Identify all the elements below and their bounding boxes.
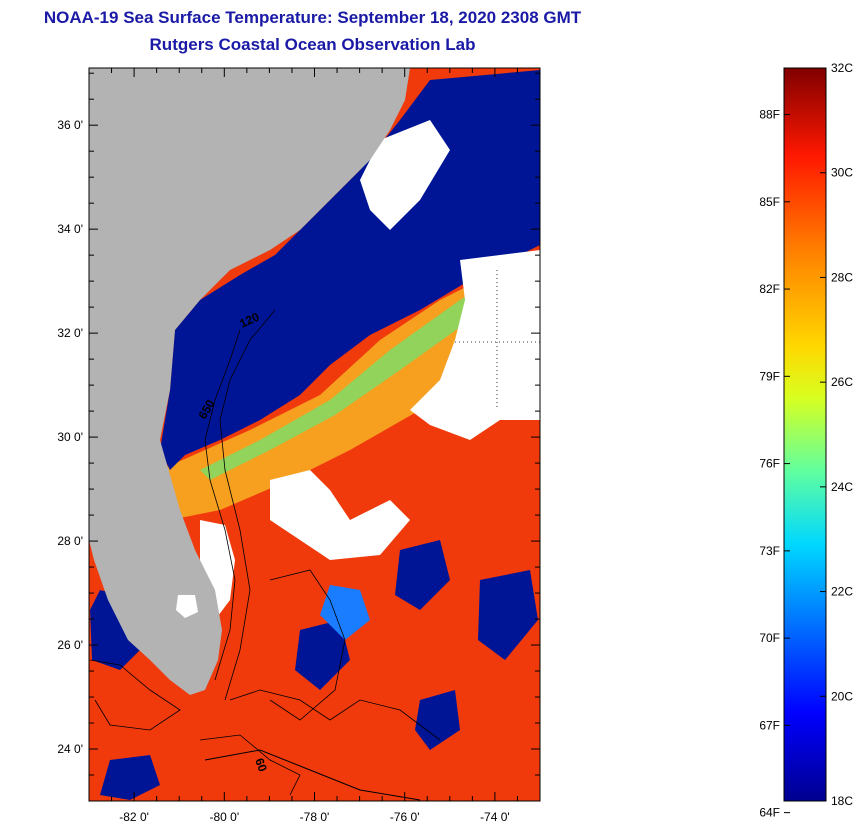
axis-ticks	[88, 68, 541, 802]
colorbar-c-label: 20C	[831, 689, 853, 703]
colorbar-f-label: 64F	[759, 806, 780, 820]
colorbar-f-label: 67F	[759, 718, 780, 732]
map-panel: 120 650 60	[89, 68, 540, 801]
colorbar	[783, 67, 827, 802]
lon-label: -82 0'	[119, 810, 149, 824]
colorbar-fahrenheit-labels: 88F 85F 82F 79F 76F 73F 70F 67F 64F	[759, 108, 780, 820]
colorbar-ticks	[784, 67, 826, 814]
colorbar-f-label: 82F	[759, 282, 780, 296]
lat-label: 30 0'	[57, 430, 83, 444]
colorbar-c-label: 30C	[831, 166, 853, 180]
contour-line	[204, 329, 241, 681]
cold-shelf-water	[160, 70, 540, 470]
contour-label: 60	[252, 756, 270, 774]
longitude-labels: -82 0' -80 0' -78 0' -76 0' -74 0'	[119, 810, 509, 824]
colorbar-f-label: 85F	[759, 195, 780, 209]
lon-label: -76 0'	[390, 810, 420, 824]
colorbar-f-label: 76F	[759, 457, 780, 471]
cold-patch	[100, 755, 160, 800]
cloud-patch	[270, 470, 410, 560]
cloud-patch	[410, 250, 540, 440]
cuba-coast	[204, 749, 421, 801]
contour-line	[199, 734, 301, 796]
contour-line	[269, 569, 346, 721]
map-title: NOAA-19 Sea Surface Temperature: Septemb…	[43, 8, 582, 27]
lat-label: 28 0'	[57, 534, 83, 548]
cold-patch	[295, 620, 350, 690]
contour-line	[229, 689, 441, 741]
colorbar-celsius-labels: 32C 30C 28C 26C 24C 22C 20C 18C	[831, 61, 853, 808]
lat-label: 26 0'	[57, 638, 83, 652]
cold-patch	[320, 585, 370, 640]
colorbar-c-label: 24C	[831, 480, 853, 494]
land-mass	[89, 68, 410, 695]
lat-label: 36 0'	[57, 118, 83, 132]
lat-label: 24 0'	[57, 742, 83, 756]
colorbar-f-label: 88F	[759, 108, 780, 122]
lake-cloud	[176, 595, 198, 618]
lon-label: -80 0'	[209, 810, 239, 824]
colorbar-c-label: 22C	[831, 585, 853, 599]
cloud-patch	[360, 120, 450, 230]
map-subtitle: Rutgers Coastal Ocean Observation Lab	[149, 35, 476, 54]
latitude-labels: 36 0' 34 0' 32 0' 30 0' 28 0' 26 0' 24 0'	[57, 118, 83, 756]
colorbar-c-label: 26C	[831, 375, 853, 389]
contour-line	[89, 659, 181, 731]
colorbar-f-label: 79F	[759, 369, 780, 383]
lat-label: 32 0'	[57, 326, 83, 340]
cold-patch	[415, 690, 460, 750]
lon-label: -74 0'	[480, 810, 510, 824]
cold-patch	[478, 570, 538, 660]
colorbar-f-label: 73F	[759, 544, 780, 558]
colorbar-c-label: 28C	[831, 270, 853, 284]
lon-label: -78 0'	[300, 810, 330, 824]
green-front-band	[200, 255, 540, 480]
contour-line	[219, 309, 276, 701]
lat-label: 34 0'	[57, 222, 83, 236]
colorbar-c-label: 18C	[831, 794, 853, 808]
cold-patch	[395, 540, 450, 610]
colorbar-c-label: 32C	[831, 61, 853, 75]
colorbar-f-label: 70F	[759, 631, 780, 645]
